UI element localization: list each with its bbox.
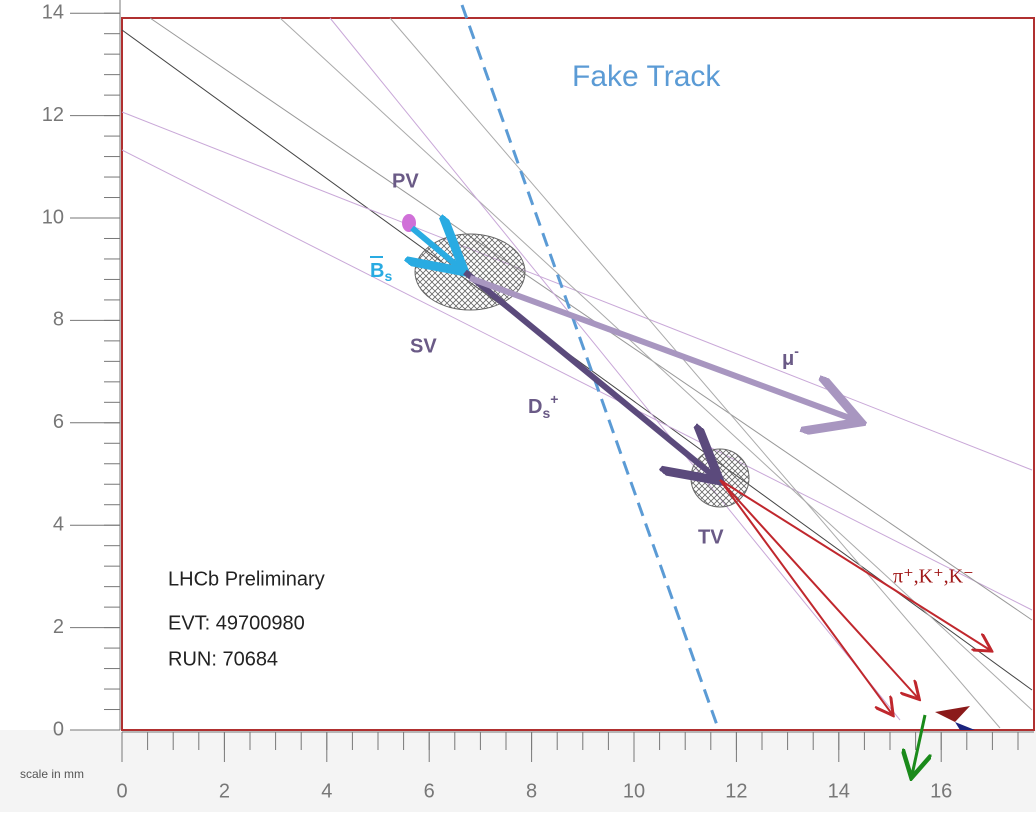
page: {"display": { "y_ticks": [14, 12, 10, 8,… (0, 0, 1036, 812)
fake-track-label: Fake Track (572, 60, 721, 93)
x-tick-label: 6 (424, 780, 435, 802)
tv-label: TV (698, 526, 724, 548)
y-tick-label: 0 (53, 718, 64, 740)
y-tick-label: 2 (53, 616, 64, 638)
x-tick-label: 4 (321, 780, 332, 802)
x-tick-label: 14 (828, 780, 850, 802)
y-tick-label: 8 (53, 309, 64, 331)
sv-label: SV (410, 335, 437, 357)
x-tick-label: 0 (116, 780, 127, 802)
tv-vertex (691, 449, 749, 507)
x-tick-label: 2 (219, 780, 230, 802)
ruler-bg (0, 730, 1036, 812)
pv-label: PV (392, 170, 419, 192)
y-tick-label: 10 (42, 206, 64, 228)
tracks-label: π⁺,K⁺,K⁻ (893, 566, 974, 588)
experiment-label: LHCb Preliminary (168, 568, 325, 590)
y-tick-label: 6 (53, 411, 64, 433)
x-tick-label: 8 (526, 780, 537, 802)
x-tick-label: 12 (725, 780, 747, 802)
y-tick-label: 12 (42, 104, 64, 126)
event-label: EVT: 49700980 (168, 612, 305, 634)
event-display: 14 12 10 8 6 4 2 0 0 2 4 6 8 10 12 14 16 Fake Track PV S… (0, 0, 1036, 812)
y-tick-label: 4 (53, 513, 64, 535)
scale-label: scale in mm (20, 767, 84, 781)
x-tick-label: 16 (930, 780, 952, 802)
run-label: RUN: 70684 (168, 648, 278, 670)
x-tick-label: 10 (623, 780, 645, 802)
y-tick-label: 14 (42, 1, 64, 23)
